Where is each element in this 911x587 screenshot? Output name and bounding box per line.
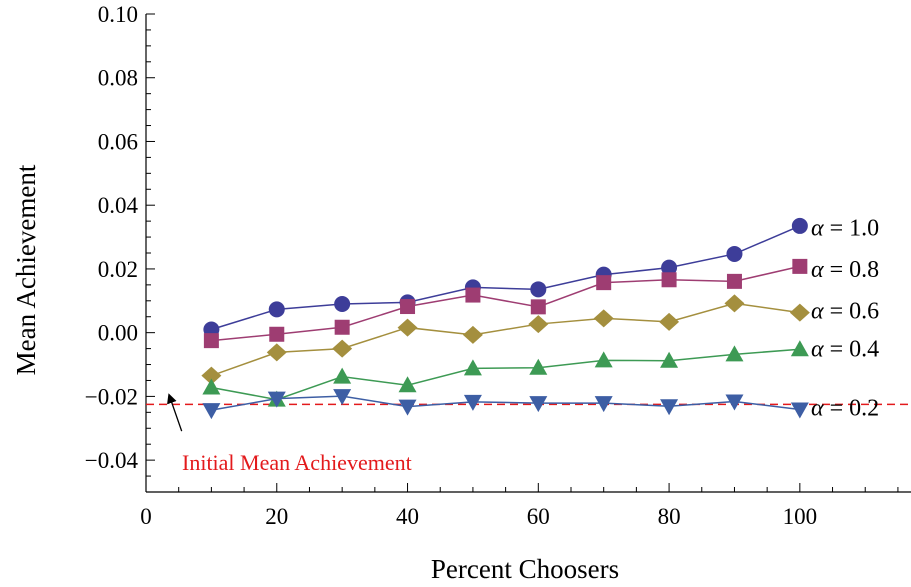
- marker-triangle-up: [660, 351, 679, 368]
- marker-diamond: [659, 312, 680, 331]
- x-tick-label: 60: [527, 504, 550, 529]
- labels-layer: α = 1.0 α = 0.8 α = 0.6 α = 0.4 α = 0.2: [811, 216, 879, 422]
- marker-diamond: [593, 309, 614, 328]
- marker-diamond: [397, 318, 418, 337]
- y-tick-label: 0.06: [98, 129, 138, 154]
- y-tick-label: 0.04: [98, 193, 139, 218]
- series-0: [203, 217, 808, 338]
- marker-triangle-up: [202, 378, 221, 395]
- marker-diamond: [528, 315, 549, 334]
- marker-triangle-down: [333, 389, 352, 406]
- marker-triangle-up: [594, 351, 613, 368]
- x-axis-title: Percent Choosers: [431, 554, 619, 584]
- marker-triangle-up: [529, 358, 548, 375]
- y-tick-label: −0.04: [85, 448, 139, 473]
- marker-circle: [268, 301, 285, 318]
- marker-triangle-down: [202, 403, 221, 420]
- marker-square: [203, 333, 219, 349]
- y-tick-label: 0.00: [98, 321, 138, 346]
- marker-square: [726, 273, 742, 289]
- series-line: [211, 348, 800, 401]
- series-line: [211, 225, 801, 331]
- marker-square: [269, 326, 285, 342]
- annotation-arrow: [167, 393, 183, 432]
- series-line: [211, 302, 800, 377]
- marker-circle: [530, 281, 547, 298]
- marker-diamond: [266, 343, 287, 362]
- x-tick-label: 20: [265, 504, 288, 529]
- y-tick-label: 0.08: [98, 66, 138, 91]
- series-layer: [201, 217, 810, 420]
- marker-diamond: [462, 325, 483, 344]
- marker-square: [661, 272, 677, 288]
- y-tick-label: 0.02: [98, 257, 138, 282]
- marker-triangle-down: [267, 391, 286, 408]
- marker-diamond: [724, 294, 745, 313]
- series-label: α = 0.4: [811, 337, 879, 363]
- marker-triangle-up: [463, 359, 482, 376]
- marker-triangle-down: [463, 394, 482, 411]
- y-tick-label: −0.02: [85, 384, 138, 409]
- series-label: α = 0.2: [811, 396, 879, 422]
- series-4: [202, 389, 809, 420]
- series-label: α = 0.8: [811, 257, 879, 283]
- marker-triangle-down: [529, 396, 548, 413]
- series-label: α = 0.6: [811, 298, 879, 324]
- marker-triangle-up: [790, 340, 809, 357]
- marker-square: [465, 287, 481, 303]
- marker-triangle-down: [790, 402, 809, 419]
- x-tick-label: 80: [658, 504, 681, 529]
- y-tick-label: 0.10: [98, 2, 138, 27]
- series-1: [203, 258, 808, 349]
- marker-diamond: [201, 366, 222, 385]
- series-line: [211, 395, 800, 411]
- marker-circle: [726, 245, 743, 262]
- marker-square: [596, 275, 612, 291]
- x-tick-label: 100: [783, 504, 818, 529]
- marker-triangle-up: [398, 376, 417, 393]
- series-label: α = 1.0: [811, 216, 879, 242]
- marker-diamond: [332, 339, 353, 358]
- marker-triangle-down: [398, 399, 417, 416]
- marker-square: [400, 299, 416, 315]
- series-line: [211, 265, 801, 342]
- marker-triangle-up: [333, 367, 352, 384]
- marker-circle: [791, 217, 808, 234]
- marker-square: [530, 299, 546, 315]
- marker-triangle-down: [725, 394, 744, 411]
- marker-triangle-up: [725, 345, 744, 362]
- marker-triangle-down: [594, 396, 613, 413]
- baseline-layer: Initial Mean Achievement: [146, 393, 911, 475]
- marker-triangle-down: [660, 399, 679, 416]
- x-tick-label: 40: [396, 504, 419, 529]
- baseline-label: Initial Mean Achievement: [182, 450, 412, 475]
- y-axis-title: Mean Achievement: [11, 164, 41, 375]
- marker-diamond: [789, 303, 810, 322]
- series-3: [202, 340, 809, 407]
- marker-square: [792, 258, 808, 274]
- series-2: [201, 294, 810, 385]
- marker-circle: [661, 259, 678, 276]
- marker-square: [334, 319, 350, 335]
- x-tick-label: 0: [140, 504, 152, 529]
- marker-circle: [334, 295, 351, 312]
- axes: 0 20 40 60 80 100 −0.04 −0.02 0.00 0.02 0.04 0.06 0.…: [85, 2, 911, 529]
